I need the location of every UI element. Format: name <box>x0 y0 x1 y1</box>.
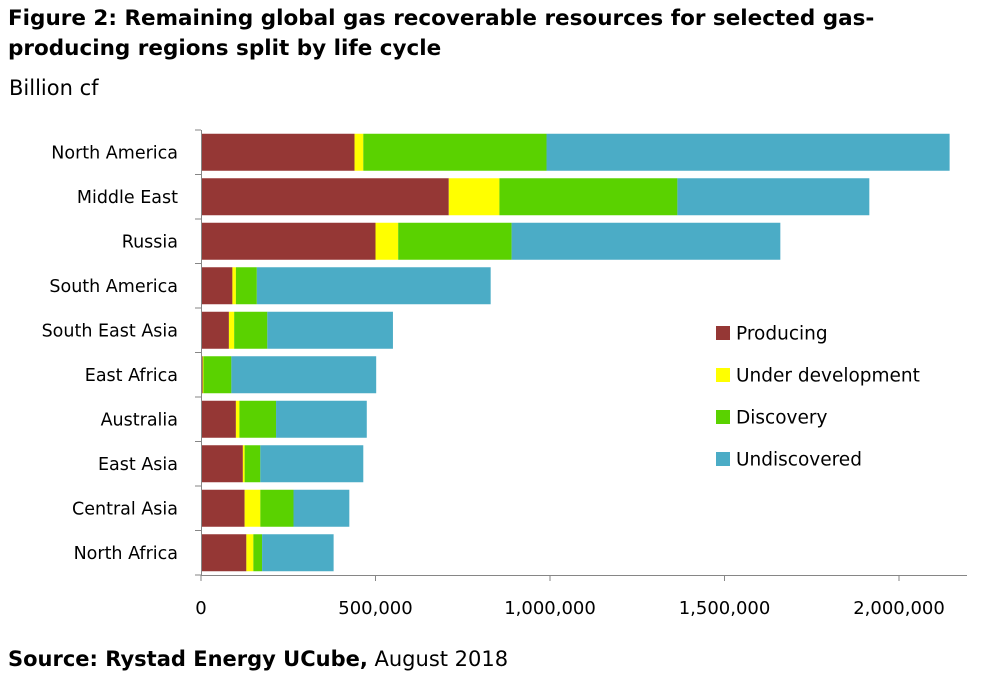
bar-segment-discovery-australia <box>239 400 277 438</box>
bar-segment-under-development-east-africa <box>202 356 204 394</box>
bar-segment-discovery-south-america <box>235 267 257 305</box>
chart-title: Figure 2: Remaining global gas recoverab… <box>8 6 875 61</box>
bar-segment-undiscovered-east-asia <box>260 445 364 483</box>
category-label: Middle East <box>77 188 178 208</box>
bar-segment-under-development-south-east-asia <box>228 311 235 349</box>
bar-segment-producing-russia <box>201 222 376 260</box>
legend-label: Under development <box>736 366 920 387</box>
bar-segment-producing-north-america <box>201 133 355 171</box>
legend-label: Discovery <box>736 408 827 429</box>
category-label: Russia <box>122 232 178 252</box>
bar-segment-under-development-east-asia <box>242 445 245 483</box>
bar-segment-under-development-central-asia <box>244 489 261 527</box>
legend-swatch-discovery <box>716 410 730 424</box>
bar-segment-undiscovered-central-asia <box>293 489 350 527</box>
x-tick-label: 1,500,000 <box>679 598 771 619</box>
bar-segment-undiscovered-south-america <box>256 267 491 305</box>
legend-label: Undiscovered <box>736 450 862 471</box>
bar-segment-producing-middle-east <box>201 178 449 216</box>
legend-label: Producing <box>736 324 828 345</box>
bar-segment-discovery-east-africa <box>203 356 232 394</box>
bar-segment-discovery-north-africa <box>253 534 263 572</box>
category-label: Australia <box>101 410 178 430</box>
bar-segment-under-development-middle-east <box>448 178 500 216</box>
source-date: August 2018 <box>367 647 509 671</box>
x-tick-label: 1,000,000 <box>504 598 596 619</box>
bar-segment-undiscovered-russia <box>511 222 781 260</box>
bar-segment-discovery-north-america <box>363 133 547 171</box>
bar-segment-producing-east-asia <box>201 445 243 483</box>
bar-segment-producing-australia <box>201 400 236 438</box>
legend-swatch-undiscovered <box>716 452 730 466</box>
category-label: East Asia <box>98 455 178 475</box>
bar-segment-under-development-north-africa <box>246 534 254 572</box>
bar-segment-discovery-middle-east <box>499 178 678 216</box>
source-note: Source: Rystad Energy UCube, August 2018 <box>8 647 508 671</box>
category-label: Central Asia <box>72 499 178 519</box>
bar-segment-producing-south-america <box>201 267 233 305</box>
category-label: East Africa <box>85 366 178 386</box>
bar-segment-undiscovered-middle-east <box>677 178 870 216</box>
axes-layer: North America Middle East Russia South Amer… <box>42 129 967 619</box>
bar-segment-undiscovered-east-africa <box>231 356 377 394</box>
category-label: South America <box>49 277 178 297</box>
bar-segment-under-development-north-america <box>354 133 364 171</box>
legend-swatch-producing <box>716 326 730 340</box>
bar-segment-discovery-south-east-asia <box>234 311 268 349</box>
legend: Producing Under development Discovery Undis… <box>716 324 920 471</box>
source-label: Source: Rystad Energy UCube, <box>8 647 368 671</box>
category-label: North America <box>51 143 178 163</box>
bar-segment-undiscovered-north-america <box>546 133 950 171</box>
category-label: South East Asia <box>42 321 178 341</box>
x-tick-label: 500,000 <box>338 598 412 619</box>
bar-segment-discovery-central-asia <box>260 489 294 527</box>
bar-segment-producing-south-east-asia <box>201 311 229 349</box>
bar-segment-discovery-russia <box>398 222 512 260</box>
bars-layer <box>201 133 950 572</box>
legend-swatch-under-development <box>716 368 730 382</box>
category-label: North Africa <box>74 544 178 564</box>
bar-segment-under-development-south-america <box>232 267 236 305</box>
bar-segment-undiscovered-australia <box>276 400 367 438</box>
bar-segment-producing-central-asia <box>201 489 245 527</box>
bar-segment-discovery-east-asia <box>244 445 261 483</box>
x-tick-label: 2,000,000 <box>853 598 945 619</box>
bar-segment-under-development-russia <box>375 222 399 260</box>
unit-label: Billion cf <box>9 76 99 100</box>
bar-segment-undiscovered-south-east-asia <box>267 311 393 349</box>
bar-segment-undiscovered-north-africa <box>262 534 334 572</box>
bar-segment-under-development-australia <box>235 400 240 438</box>
bar-segment-producing-north-africa <box>201 534 247 572</box>
x-tick-label: 0 <box>195 598 206 619</box>
